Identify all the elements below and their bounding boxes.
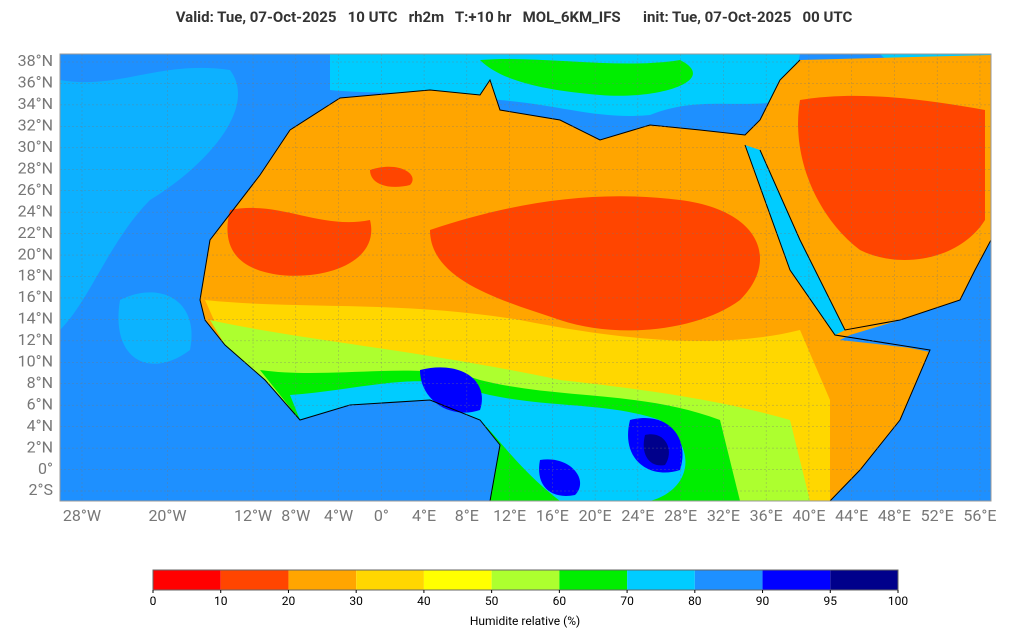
colorbar-swatch xyxy=(423,570,492,590)
lat-label: 32°N xyxy=(18,116,53,135)
lon-label: 8°E xyxy=(455,506,479,525)
colorbar-tick-label: 50 xyxy=(485,594,499,608)
colorbar-tick-label: 20 xyxy=(282,594,296,608)
colorbar-tick-label: 100 xyxy=(888,594,908,608)
colorbar-swatch xyxy=(627,570,695,590)
lon-label: 28°W xyxy=(63,506,101,525)
lat-label: 0° xyxy=(38,459,53,478)
lat-label: 18°N xyxy=(18,266,53,285)
colorbar-swatch xyxy=(491,570,560,590)
graticule xyxy=(60,54,991,501)
dry-region xyxy=(798,95,985,260)
map-frame xyxy=(59,53,992,502)
colorbar-swatch xyxy=(153,570,221,590)
colorbar-frame xyxy=(152,569,899,591)
lat-label: 20°N xyxy=(18,244,53,263)
lon-label: 28°E xyxy=(664,506,697,525)
ocean-humid-patch xyxy=(118,292,192,364)
colorbar-tick-label: 70 xyxy=(620,594,634,608)
lon-label: 16°E xyxy=(536,506,569,525)
lat-label: 22°N xyxy=(18,223,53,242)
lon-label: 32°E xyxy=(707,506,740,525)
wet-band xyxy=(290,381,686,501)
lat-label: 14°N xyxy=(18,309,53,328)
colorbar-tick-label: 0 xyxy=(150,594,157,608)
lon-label: 8°W xyxy=(281,506,310,525)
saturated-patch xyxy=(643,434,669,466)
colorbar-tick-label: 90 xyxy=(756,594,770,608)
red-sea xyxy=(745,145,845,335)
ocean-humid-patch xyxy=(60,67,239,331)
lon-label: 24°E xyxy=(621,506,654,525)
saturated-patch xyxy=(539,459,581,496)
arabian-sea xyxy=(830,320,991,501)
colorbar-tick-label: 30 xyxy=(349,594,363,608)
dry-region xyxy=(227,207,372,276)
lon-label: 0° xyxy=(374,506,389,525)
lon-label: 12°E xyxy=(493,506,526,525)
lat-label: 34°N xyxy=(18,94,53,113)
lat-label: 36°N xyxy=(18,73,53,92)
colorbar-swatch xyxy=(559,570,628,590)
lon-label: 20°W xyxy=(148,506,186,525)
dry-region xyxy=(370,166,413,187)
lat-label: 2°S xyxy=(29,480,53,499)
lat-label: 26°N xyxy=(18,180,53,199)
coastline xyxy=(199,59,991,501)
lat-label: 10°N xyxy=(18,352,53,371)
lon-label: 56°E xyxy=(963,506,996,525)
colorbar-label: Humidite relative (%) xyxy=(470,614,580,628)
mediterranean-green xyxy=(480,58,693,96)
colorbar-tick-label: 80 xyxy=(688,594,702,608)
lon-label: 40°E xyxy=(792,506,825,525)
lon-label: 36°E xyxy=(750,506,783,525)
lat-label: 8°N xyxy=(27,373,53,392)
lat-label: 24°N xyxy=(18,201,53,220)
lat-label: 30°N xyxy=(18,137,53,156)
map-field xyxy=(60,54,991,501)
lon-label: 4°E xyxy=(412,506,436,525)
colorbar-swatch xyxy=(762,570,831,590)
colorbar-swatch xyxy=(356,570,424,590)
saturated-patch xyxy=(420,367,482,413)
colorbar-tick-label: 60 xyxy=(553,594,567,608)
lon-label: 52°E xyxy=(921,506,954,525)
colorbar-tick-label: 10 xyxy=(214,594,228,608)
colorbar-tick-label: 40 xyxy=(417,594,431,608)
lon-label: 44°E xyxy=(835,506,868,525)
colorbar-tick-label: 95 xyxy=(824,594,838,608)
lon-label: 48°E xyxy=(878,506,911,525)
lon-label: 12°W xyxy=(234,506,272,525)
colorbar-swatch xyxy=(288,570,357,590)
lat-label: 2°N xyxy=(27,437,53,456)
lat-label: 16°N xyxy=(18,287,53,306)
lat-label: 12°N xyxy=(18,330,53,349)
lat-label: 4°N xyxy=(27,416,53,435)
lon-label: 20°E xyxy=(579,506,612,525)
colorbar-swatch xyxy=(694,570,763,590)
lat-label: 38°N xyxy=(18,51,53,70)
title: Valid: Tue, 07-Oct-2025 10 UTC rh2m T:+1… xyxy=(176,8,853,26)
colorbar-swatch xyxy=(830,570,898,590)
lat-label: 6°N xyxy=(27,394,53,413)
lat-label: 28°N xyxy=(18,158,53,177)
colorbar-swatch xyxy=(220,570,289,590)
colorbar: 0 10 20 30 40 50 60 70 80 90 95 100 xyxy=(150,569,908,608)
lon-label: 4°W xyxy=(324,506,353,525)
